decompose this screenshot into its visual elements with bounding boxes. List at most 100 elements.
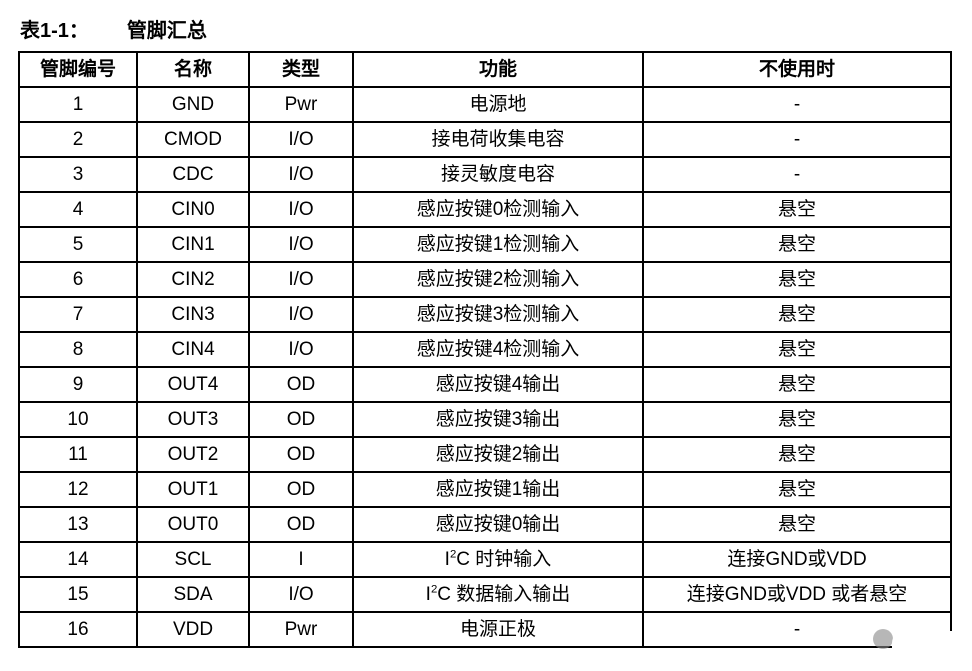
table-row: 1GNDPwr电源地-: [19, 87, 951, 122]
cell-unused: 悬空: [643, 227, 951, 262]
cell-name: CIN2: [137, 262, 249, 297]
cell-unused: 悬空: [643, 437, 951, 472]
table-row: 3CDCI/O接灵敏度电容-: [19, 157, 951, 192]
cell-type: OD: [249, 402, 353, 437]
page-corner-mask: [892, 631, 972, 671]
cell-func: 感应按键2检测输入: [353, 262, 643, 297]
table-row: 4CIN0I/O感应按键0检测输入悬空: [19, 192, 951, 227]
cell-type: I/O: [249, 577, 353, 612]
cell-unused: 悬空: [643, 262, 951, 297]
cell-func: 感应按键4检测输入: [353, 332, 643, 367]
cell-func: 电源正极: [353, 612, 643, 647]
table-row: 9OUT4OD感应按键4输出悬空: [19, 367, 951, 402]
cell-func: 感应按键3检测输入: [353, 297, 643, 332]
cell-type: Pwr: [249, 87, 353, 122]
cell-func: 电源地: [353, 87, 643, 122]
cell-type: Pwr: [249, 612, 353, 647]
cell-func: I2C 数据输入输出: [353, 577, 643, 612]
cell-pin: 2: [19, 122, 137, 157]
cell-unused: -: [643, 87, 951, 122]
table-row: 12OUT1OD感应按键1输出悬空: [19, 472, 951, 507]
cell-pin: 13: [19, 507, 137, 542]
cell-unused: 悬空: [643, 192, 951, 227]
table-row: 13OUT0OD感应按键0输出悬空: [19, 507, 951, 542]
cell-name: CIN0: [137, 192, 249, 227]
cell-type: OD: [249, 367, 353, 402]
table-row: 7CIN3I/O感应按键3检测输入悬空: [19, 297, 951, 332]
col-header-func: 功能: [353, 52, 643, 87]
cell-type: OD: [249, 437, 353, 472]
cell-unused: 悬空: [643, 507, 951, 542]
caption-text: 管脚汇总: [127, 20, 207, 42]
cell-func: I2C 时钟输入: [353, 542, 643, 577]
cell-func: 感应按键0检测输入: [353, 192, 643, 227]
cell-pin: 15: [19, 577, 137, 612]
cell-type: OD: [249, 507, 353, 542]
cell-unused: 悬空: [643, 332, 951, 367]
cell-pin: 9: [19, 367, 137, 402]
cell-pin: 6: [19, 262, 137, 297]
cell-type: I/O: [249, 262, 353, 297]
cell-unused: 悬空: [643, 297, 951, 332]
col-header-unused: 不使用时: [643, 52, 951, 87]
table-row: 16VDDPwr电源正极-: [19, 612, 951, 647]
cell-unused: 悬空: [643, 367, 951, 402]
cell-func: 感应按键1输出: [353, 472, 643, 507]
table-row: 10OUT3OD感应按键3输出悬空: [19, 402, 951, 437]
cell-pin: 11: [19, 437, 137, 472]
cell-type: OD: [249, 472, 353, 507]
cell-unused: 连接GND或VDD 或者悬空: [643, 577, 951, 612]
cell-func: 感应按键1检测输入: [353, 227, 643, 262]
cell-pin: 16: [19, 612, 137, 647]
cell-pin: 4: [19, 192, 137, 227]
cell-func: 接电荷收集电容: [353, 122, 643, 157]
cell-name: OUT1: [137, 472, 249, 507]
table-header-row: 管脚编号 名称 类型 功能 不使用时: [19, 52, 951, 87]
cell-name: GND: [137, 87, 249, 122]
cell-type: I: [249, 542, 353, 577]
col-header-pin: 管脚编号: [19, 52, 137, 87]
cell-func: 接灵敏度电容: [353, 157, 643, 192]
cell-func: 感应按键0输出: [353, 507, 643, 542]
cell-unused: -: [643, 157, 951, 192]
cell-name: OUT3: [137, 402, 249, 437]
table-row: 14SCLII2C 时钟输入连接GND或VDD: [19, 542, 951, 577]
cell-unused: -: [643, 122, 951, 157]
cell-type: I/O: [249, 332, 353, 367]
pin-summary-table: 管脚编号 名称 类型 功能 不使用时 1GNDPwr电源地-2CMODI/O接电…: [18, 51, 952, 648]
table-row: 15SDAI/OI2C 数据输入输出连接GND或VDD 或者悬空: [19, 577, 951, 612]
cell-pin: 8: [19, 332, 137, 367]
cell-unused: 悬空: [643, 402, 951, 437]
table-row: 11OUT2OD感应按键2输出悬空: [19, 437, 951, 472]
cell-unused: 连接GND或VDD: [643, 542, 951, 577]
cell-name: SDA: [137, 577, 249, 612]
col-header-type: 类型: [249, 52, 353, 87]
caption-number: 表1-1：: [20, 20, 89, 42]
cell-name: OUT4: [137, 367, 249, 402]
cell-type: I/O: [249, 227, 353, 262]
cell-pin: 5: [19, 227, 137, 262]
cell-name: CDC: [137, 157, 249, 192]
table-body: 1GNDPwr电源地-2CMODI/O接电荷收集电容-3CDCI/O接灵敏度电容…: [19, 87, 951, 647]
cell-pin: 14: [19, 542, 137, 577]
table-row: 8CIN4I/O感应按键4检测输入悬空: [19, 332, 951, 367]
cell-pin: 3: [19, 157, 137, 192]
cell-func: 感应按键4输出: [353, 367, 643, 402]
cell-pin: 12: [19, 472, 137, 507]
table-head: 管脚编号 名称 类型 功能 不使用时: [19, 52, 951, 87]
cell-func: 感应按键2输出: [353, 437, 643, 472]
cell-type: I/O: [249, 157, 353, 192]
cell-name: CMOD: [137, 122, 249, 157]
cell-name: CIN4: [137, 332, 249, 367]
cell-name: CIN3: [137, 297, 249, 332]
cell-func: 感应按键3输出: [353, 402, 643, 437]
cell-name: OUT0: [137, 507, 249, 542]
cell-name: VDD: [137, 612, 249, 647]
cell-pin: 10: [19, 402, 137, 437]
cell-type: I/O: [249, 297, 353, 332]
cell-name: CIN1: [137, 227, 249, 262]
table-caption: 表1-1： 管脚汇总: [20, 14, 954, 43]
page-container: 表1-1： 管脚汇总 管脚编号 名称 类型 功能 不使用时 1GNDPwr电源地-…: [0, 0, 972, 656]
table-row: 2CMODI/O接电荷收集电容-: [19, 122, 951, 157]
cell-name: SCL: [137, 542, 249, 577]
